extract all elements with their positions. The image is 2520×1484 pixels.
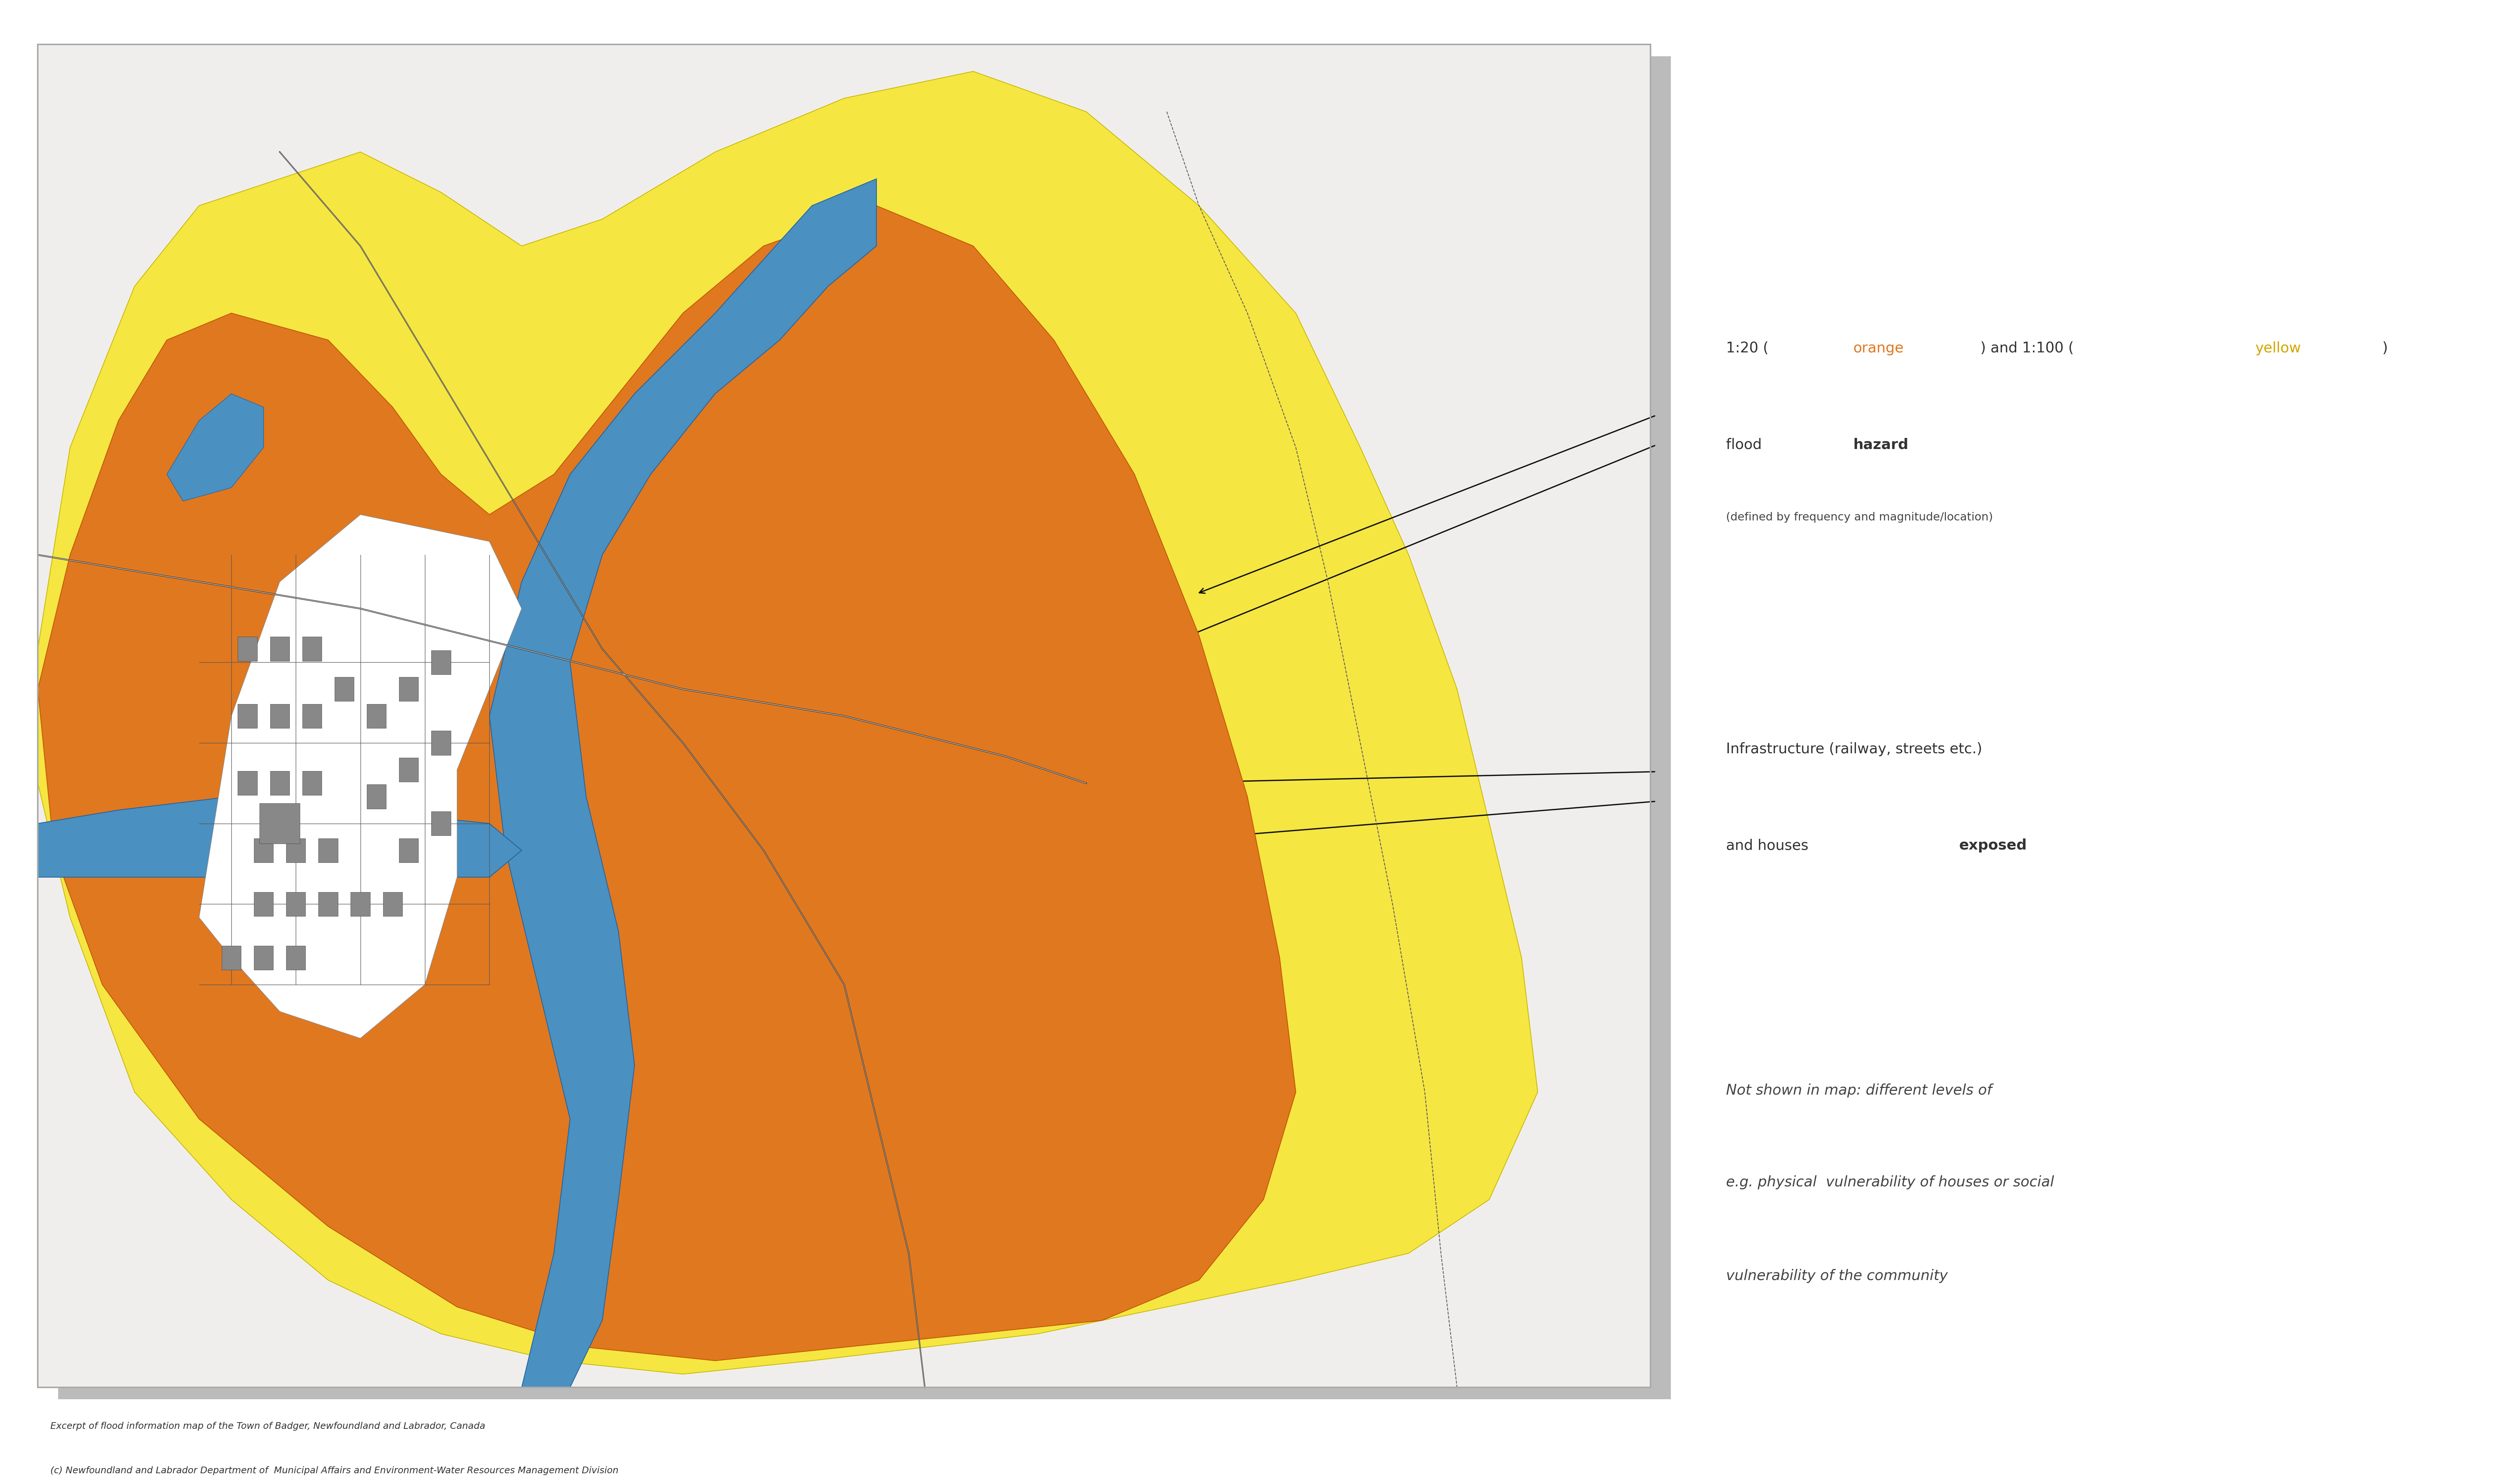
Text: Infrastructure (railway, streets etc.): Infrastructure (railway, streets etc.) <box>1726 742 1983 755</box>
Bar <box>270 772 290 795</box>
Bar <box>431 650 451 674</box>
Text: exposed: exposed <box>1958 838 2026 852</box>
Bar <box>398 677 418 702</box>
Bar <box>237 772 257 795</box>
Polygon shape <box>166 393 265 502</box>
Bar <box>302 772 323 795</box>
Bar <box>431 812 451 835</box>
Text: e.g. physical  vulnerability of houses or social: e.g. physical vulnerability of houses or… <box>1726 1175 2054 1189</box>
Text: (c) Newfoundland and Labrador Department of  Municipal Affairs and Environment-W: (c) Newfoundland and Labrador Department… <box>50 1466 617 1475</box>
FancyBboxPatch shape <box>38 45 1651 1388</box>
Polygon shape <box>38 797 522 877</box>
Text: orange: orange <box>1852 341 1903 355</box>
Bar <box>287 945 305 971</box>
Bar <box>287 838 305 862</box>
Bar <box>302 703 323 729</box>
Bar <box>38 45 1651 1388</box>
Bar <box>350 892 370 916</box>
Bar <box>318 892 338 916</box>
Bar <box>255 892 272 916</box>
Text: 1:20 (: 1:20 ( <box>1726 341 1769 355</box>
Bar <box>270 703 290 729</box>
Bar <box>287 892 305 916</box>
Polygon shape <box>38 206 1295 1361</box>
Bar <box>398 758 418 782</box>
Bar <box>270 637 290 660</box>
Text: ): ) <box>2381 341 2389 355</box>
Bar <box>318 838 338 862</box>
Text: vulnerability of the community: vulnerability of the community <box>1726 1269 1948 1282</box>
Bar <box>335 677 353 702</box>
Text: ) and 1:100 (: ) and 1:100 ( <box>1981 341 2074 355</box>
Bar <box>431 730 451 755</box>
Bar <box>237 703 257 729</box>
Bar <box>368 785 386 809</box>
Polygon shape <box>38 71 1537 1374</box>
Text: (defined by frequency and magnitude/location): (defined by frequency and magnitude/loca… <box>1726 512 1993 522</box>
Polygon shape <box>489 180 877 1388</box>
Bar <box>255 945 272 971</box>
Bar <box>255 838 272 862</box>
Text: hazard: hazard <box>1852 438 1908 451</box>
Polygon shape <box>199 515 522 1039</box>
Bar <box>383 892 403 916</box>
Bar <box>260 803 300 843</box>
Text: Excerpt of flood information map of the Town of Badger, Newfoundland and Labrado: Excerpt of flood information map of the … <box>50 1422 486 1431</box>
Bar <box>398 838 418 862</box>
Text: yellow: yellow <box>2255 341 2301 355</box>
Bar <box>368 703 386 729</box>
Bar <box>222 945 242 971</box>
FancyBboxPatch shape <box>58 56 1671 1399</box>
Text: and houses: and houses <box>1726 838 1814 852</box>
Text: flood: flood <box>1726 438 1767 451</box>
Bar <box>237 637 257 660</box>
Text: Not shown in map: different levels of: Not shown in map: different levels of <box>1726 1083 1993 1097</box>
Bar <box>302 637 323 660</box>
